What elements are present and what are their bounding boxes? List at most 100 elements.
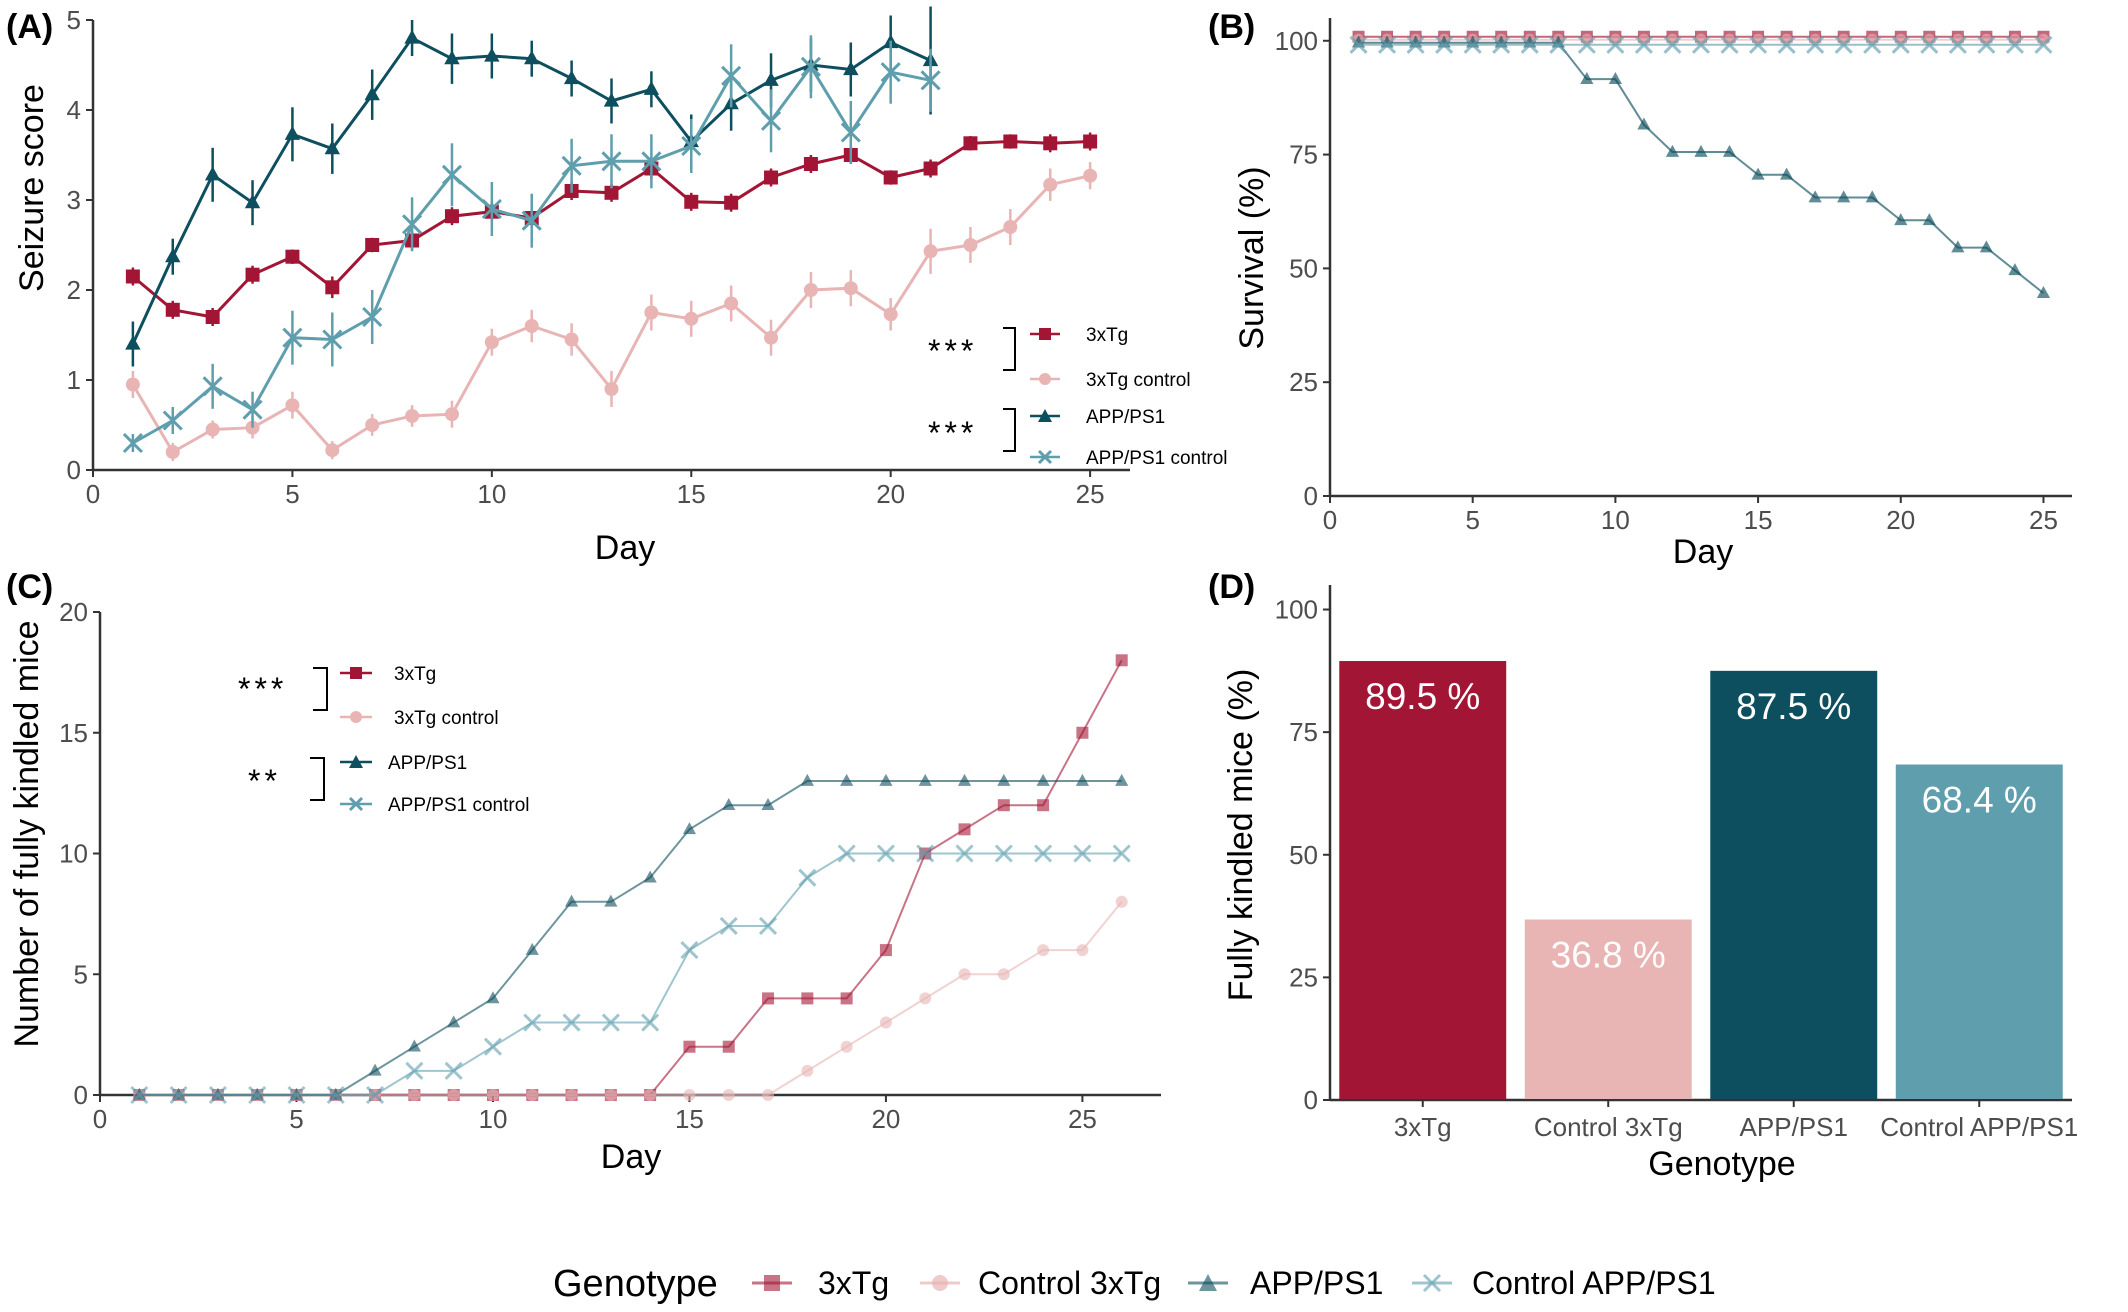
panel-b-series-app-ps1-control: [1349, 35, 2053, 54]
panel-b-point-app-ps1: [1608, 71, 1622, 84]
panel-a-y-tick-label: 2: [67, 275, 81, 305]
panel-a-point-3xtg-control: [325, 443, 340, 458]
panel-b-point-app-ps1-control: [1920, 35, 1939, 54]
panel-a-point-app-ps1: [284, 125, 301, 140]
panel-c-point-3xtg-control: [408, 1089, 421, 1101]
panel-c-point-app-ps1: [1115, 773, 1129, 786]
panel-c-point-app-ps1: [879, 773, 893, 786]
panel-b-x-tick-label: 25: [2029, 505, 2058, 535]
panel-a-point-app-ps1-control: [561, 155, 582, 176]
panel-a-point-3xtg: [803, 157, 818, 171]
legend-cross-marker: [1422, 1273, 1442, 1293]
panel-c-point-app-ps1-control: [248, 1085, 267, 1105]
panel-b-xlabel: Day: [1673, 533, 1733, 571]
panel-a-point-3xtg: [963, 136, 978, 151]
panel-b-x-tick-label: 20: [1886, 505, 1915, 535]
significance-bracket: [1003, 408, 1016, 452]
panel-a-point-app-ps1-control: [920, 70, 941, 91]
panel-c-point-app-ps1: [486, 991, 500, 1004]
panel-b-series-app-ps1: [1351, 35, 2051, 298]
legend-circle-marker: [1039, 373, 1051, 385]
panel-a-line-3xtg-control: [131, 174, 1091, 455]
shared-legend: Genotype 3xTg Control 3xTg APP/PS1 Contr…: [553, 1263, 1716, 1305]
panel-c-point-app-ps1: [800, 773, 814, 786]
panel-a-series-app-ps1-control: [122, 35, 941, 454]
panel-b: (B) Survival (%) Day 0 25 50 75 100 0 5 10 15 20 2…: [1208, 8, 2072, 571]
panel-b-y-tick-label: 75: [1289, 140, 1318, 170]
panel-a-point-3xtg-control: [444, 407, 459, 422]
panel-c-y-tick-label: 5: [74, 959, 88, 989]
panel-d-bar-control-app-ps1: [1895, 764, 2063, 1099]
panel-a-point-app-ps1: [444, 50, 460, 65]
panel-d-bar-label-control-3xtg: 36.8 %: [1551, 935, 1666, 976]
panel-d-bar-control-3xtg: [1524, 919, 1692, 1099]
panel-c-line-app-ps1: [139, 780, 1122, 1096]
panel-c-point-3xtg: [879, 944, 892, 957]
panel-c-legend-label-1: 3xTg: [394, 664, 436, 685]
panel-c-significance-1: ***: [238, 671, 287, 707]
panel-a-point-3xtg: [125, 269, 140, 284]
panel-d-ylabel: Fully kindled mice (%): [1222, 669, 1260, 1002]
panel-a-point-3xtg: [325, 280, 340, 295]
panel-a-point-app-ps1: [763, 71, 779, 86]
legend-triangle-marker: [349, 755, 363, 768]
panel-c-point-app-ps1: [407, 1039, 421, 1052]
panel-a-point-app-ps1-control: [282, 327, 303, 348]
panel-a-point-3xtg-control: [963, 238, 978, 252]
panel-a-point-app-ps1-control: [840, 122, 861, 143]
panel-d-bar-app-ps1: [1710, 670, 1878, 1099]
panel-c-point-app-ps1-control: [523, 1013, 542, 1032]
panel-a-point-app-ps1: [843, 61, 859, 76]
panel-a-point-3xtg-control: [1003, 220, 1018, 234]
panel-c-significance-2: **: [248, 763, 281, 799]
panel-c-line-3xtg: [139, 659, 1123, 1096]
panel-c-point-app-ps1-control: [601, 1013, 620, 1032]
legend-circle-marker: [350, 711, 362, 723]
panel-d-plot: 0 25 50 75 100 89.5 % 3xTg 36.8 % Control 3xTg 87…: [1275, 585, 2078, 1142]
panel-c-point-app-ps1: [447, 1015, 461, 1028]
panel-b-point-app-ps1-control: [1463, 35, 1482, 54]
shared-legend-title: Genotype: [553, 1263, 718, 1305]
panel-b-point-app-ps1-control: [1863, 35, 1882, 54]
panel-b-line-app-ps1: [1358, 41, 2045, 294]
panel-a-y-tick-label: 5: [67, 5, 81, 35]
panel-c-point-3xtg: [997, 799, 1010, 812]
panel-c-point-app-ps1-control: [130, 1085, 149, 1105]
panel-c-x-tick-label: 15: [675, 1104, 704, 1134]
panel-b-point-app-ps1: [1922, 213, 1936, 226]
panel-c-point-app-ps1-control: [641, 1013, 660, 1032]
panel-a-legend-label-4: APP/PS1 control: [1086, 448, 1228, 469]
legend-circle-marker: [932, 1275, 948, 1291]
panel-d-bar-label-3xtg: 89.5 %: [1365, 676, 1480, 717]
panel-b-point-app-ps1-control: [1492, 35, 1511, 54]
panel-a-point-3xtg-control: [843, 281, 858, 296]
shared-legend-label-4: Control APP/PS1: [1472, 1265, 1716, 1301]
panel-c-point-3xtg-control: [526, 1089, 539, 1101]
panel-c-point-app-ps1-control: [955, 844, 974, 863]
panel-c-point-app-ps1: [564, 894, 579, 907]
panel-a-point-3xtg-control: [803, 283, 818, 297]
panel-b-point-app-ps1-control: [1606, 35, 1625, 54]
panel-a-point-app-ps1-control: [441, 164, 463, 185]
panel-a-point-app-ps1: [524, 50, 540, 65]
panel-a-point-3xtg: [245, 267, 260, 282]
panel-b-x-tick-label: 5: [1465, 505, 1479, 535]
panel-b-point-app-ps1-control: [1720, 35, 1739, 54]
panel-b-y-tick-label: 25: [1289, 367, 1318, 397]
panel-c-point-app-ps1: [525, 942, 539, 955]
panel-c-point-3xtg: [1037, 799, 1050, 812]
panel-c-point-3xtg: [762, 992, 775, 1005]
legend-cross-marker: [348, 796, 364, 812]
panel-b-point-app-ps1: [1894, 213, 1908, 226]
panel-a-point-3xtg-control: [365, 418, 380, 432]
panel-a-ylabel: Seizure score: [13, 84, 51, 292]
panel-a-point-3xtg: [1043, 136, 1058, 151]
panel-a-legend-label-2: 3xTg control: [1086, 370, 1191, 391]
panel-a-line-app-ps1-control: [132, 64, 931, 445]
significance-bracket: [310, 757, 325, 801]
panel-d-bar-label-control-app-ps1: 68.4 %: [1922, 780, 2037, 821]
panel-a-point-3xtg: [923, 161, 938, 176]
panel-a-x-tick-label: 10: [477, 479, 506, 509]
legend-cross-marker: [1037, 449, 1053, 465]
panel-b-y-tick-label: 100: [1275, 26, 1318, 56]
